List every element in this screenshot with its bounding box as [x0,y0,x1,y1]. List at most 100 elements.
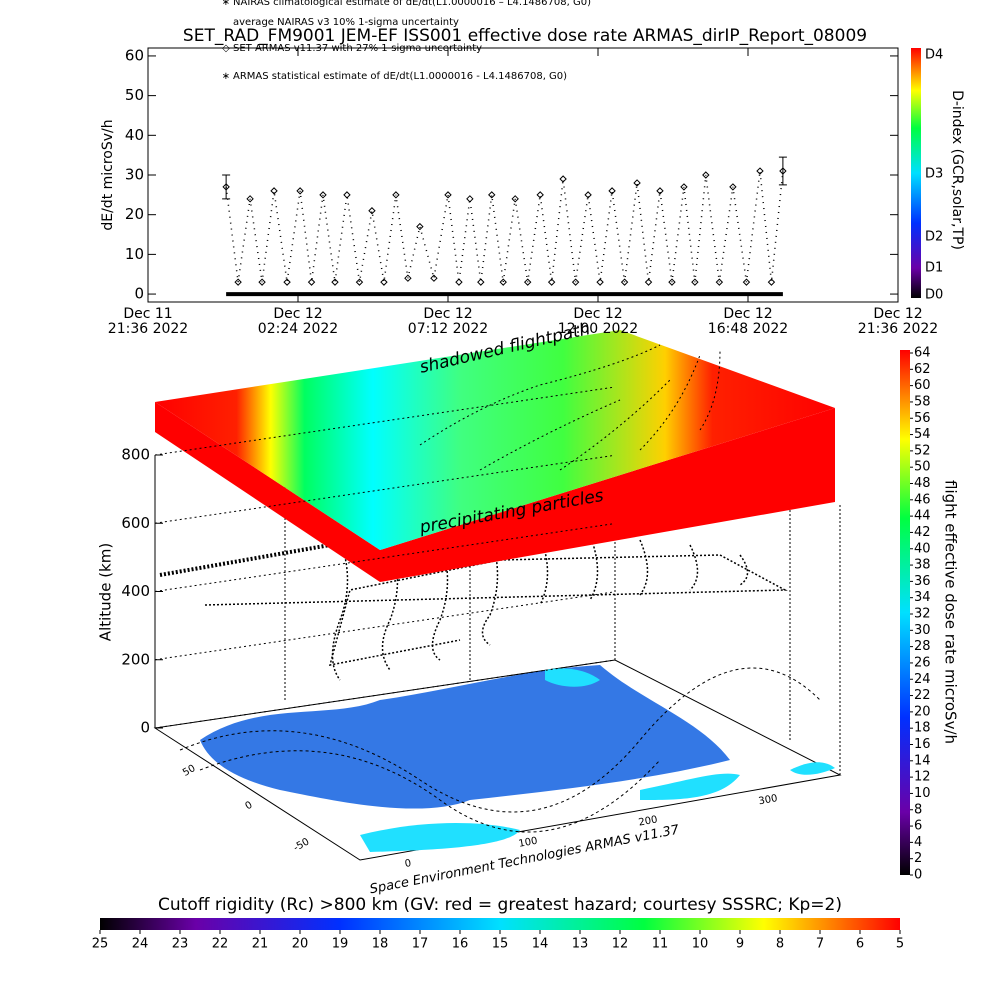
shadow-path [419,344,721,471]
y-tick-label: 40 [125,126,144,144]
data-point [702,171,710,179]
data-point [392,191,400,199]
data-point [331,278,339,286]
colorbar-tick-label: 40 [914,541,931,556]
flight-path-layer [159,534,788,681]
y-tick-label: 50 [125,86,144,104]
data-point [680,183,688,191]
colorbar-tick-label: 23 [172,937,189,952]
colorbar-tick-label: D4 [925,48,943,63]
y-tick-label: 0 [243,800,254,813]
data-point [742,278,751,286]
legend-entry: ARMAS statistical estimate of dE/dt(L1.0… [233,71,567,82]
grid-line [154,591,616,661]
colorbar-tick-label: 12 [612,937,629,952]
colorbar-tick-label: 9 [736,937,744,952]
plot-frame [147,47,899,303]
path-outline [204,554,788,666]
data-point [511,195,519,203]
x-tick-label: 100 [518,836,539,850]
colorbar-tick-label: 52 [914,443,931,458]
colorbar-tick-label: 20 [292,937,309,952]
data-point [380,278,388,286]
slab [155,330,835,582]
ground-track [179,667,821,833]
colorbar-tick-label: D1 [925,261,943,276]
x-tick-label: Dec 12 12:00 2022 [557,306,639,337]
colorbar-tick-label: 18 [914,721,931,736]
colorbar-tick-label: 42 [914,525,931,540]
data-point [307,278,316,286]
colorbar-tick-label: D3 [925,167,943,182]
data-point [258,278,266,286]
legend-entry: average NAIRAS v3 10% 1-sigma uncertaint… [233,17,459,28]
colorbar-tick-label: 8 [914,802,922,817]
y-tick-label: -50 [292,836,312,854]
colorbar-tick-label: 7 [816,937,824,952]
colorbar-tick-label: 16 [452,937,469,952]
colorbar-tick-label: 25 [92,937,109,952]
colorbar-tick-label: 28 [914,639,931,654]
data-point [559,175,567,183]
colorbar-tick-label: 24 [132,937,149,952]
data-point [488,191,496,199]
data-point [767,278,776,286]
colorbar-tick-label: 20 [914,704,931,719]
colorbar-title: Cutoff rigidity (Rc) >800 km (GV: red = … [158,895,842,915]
data-point [756,167,764,175]
x-tick-label: Dec 12 16:48 2022 [707,306,789,337]
colorbar-tick-label: 16 [914,737,931,752]
colorbar-tick-label: 22 [212,937,229,952]
ice [545,668,600,687]
colorbar-label: D-index (GCR,solar,TP) [949,90,965,250]
y-tick-label: 20 [125,205,144,223]
z-tick-label: 400 [121,582,150,600]
colorbar-tick-label: 11 [652,937,669,952]
legend-symbol: ∗ [222,71,230,82]
data-point [455,278,463,286]
data-point [584,191,592,199]
colorbar-tick-label: 60 [914,378,931,393]
legend-symbol: ◇ [222,43,230,54]
colorbar-tick-label: D2 [925,230,943,245]
data-point [523,278,532,286]
data-point [343,191,351,199]
data-point [355,278,364,286]
data-point [246,195,254,203]
colorbar-tick-label: 10 [914,786,931,801]
legend-entry: NAIRAS climatological estimate of dE/dt(… [233,0,591,8]
colorbar-tick-label: 6 [914,819,922,834]
ice [640,773,740,800]
colorbar-tick-label: 18 [372,937,389,952]
colorbar-tick-label: 5 [896,937,904,952]
data-point [633,179,641,187]
colorbar-tick-label: 14 [914,753,931,768]
data-point [404,274,412,282]
colorbar-tick-label: 22 [914,688,931,703]
data-point [620,278,629,286]
y-tick-label: 0 [134,285,144,303]
land [200,665,730,809]
y-tick-label: 60 [125,46,144,64]
data-point [715,278,724,286]
data-point [608,187,616,195]
colorbar-tick-label: 50 [914,460,931,475]
data-point [234,278,242,286]
data-point [536,191,544,199]
x-tick-label: Dec 12 07:12 2022 [407,306,489,337]
x-tick-label: Dec 12 21:36 2022 [857,306,939,337]
data-point [499,278,507,286]
colorbar-label: flight effective dose rate microSv/h [942,480,960,744]
dose-colorbar [900,350,910,875]
ice [790,762,835,775]
colorbar-tick-label: 48 [914,476,931,491]
colorbar-tick-label: 44 [914,509,931,524]
legend-symbol: ∗ [222,0,230,8]
colorbar-tick-label: 10 [692,937,709,952]
colorbar-tick-label: 15 [492,937,509,952]
colorbar-tick-label: 2 [914,851,922,866]
series-line [225,170,784,283]
data-point [477,278,485,286]
